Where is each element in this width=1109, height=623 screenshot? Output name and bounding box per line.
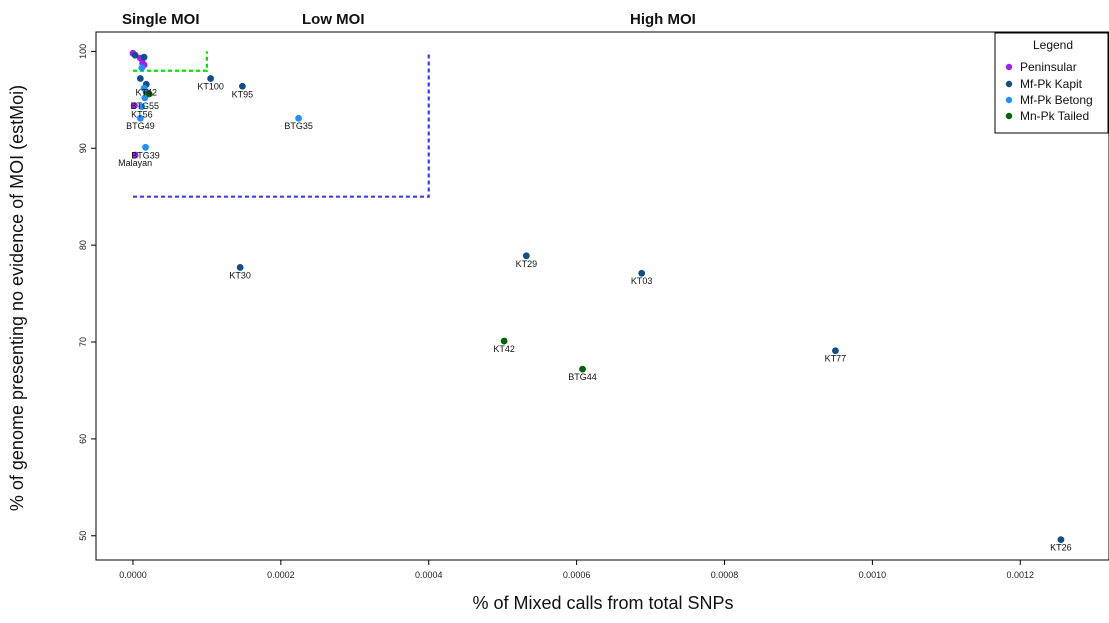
- legend: Legend Peninsular Mf-Pk Kapit Mf-Pk Beto…: [994, 32, 1109, 134]
- legend-title: Legend: [1033, 38, 1073, 52]
- point-label: KT42: [493, 344, 515, 354]
- data-point-mn-pk-tailed: [500, 337, 508, 345]
- point-label: BTG39: [131, 150, 160, 160]
- point-label: KT42: [136, 87, 158, 97]
- legend-label-mf-pk-betong: Mf-Pk Betong: [1020, 93, 1093, 107]
- data-point-mf-pk-betong: [142, 143, 149, 151]
- y-tick-label: 100: [78, 44, 88, 59]
- region-box-low-moi: [132, 51, 430, 198]
- data-point-mf-pk-kapit: [136, 75, 144, 82]
- plot-frame: [95, 31, 1109, 561]
- data-point-mf-pk-kapit: [638, 269, 646, 277]
- data-points: [129, 49, 1065, 544]
- y-tick-label: 70: [78, 337, 88, 347]
- point-label: KT26: [1050, 543, 1072, 553]
- y-tick-label: 60: [78, 434, 88, 444]
- point-label: KT29: [516, 259, 538, 269]
- legend-label-peninsular: Peninsular: [1020, 60, 1077, 74]
- data-point-mf-pk-kapit: [131, 51, 139, 59]
- legend-marker-mn-pk-tailed: [1005, 112, 1013, 120]
- point-label: BTG55: [131, 101, 160, 111]
- data-point-peninsular: [131, 151, 139, 159]
- legend-label-mf-pk-kapit: Mf-Pk Kapit: [1020, 77, 1083, 91]
- y-tick-label: 50: [78, 531, 88, 541]
- data-point-mf-pk-kapit: [522, 252, 530, 260]
- data-point-peninsular: [131, 102, 138, 110]
- y-tick-label: 90: [78, 143, 88, 153]
- moi-region-boxes: [132, 51, 430, 198]
- y-axis-title: % of genome presenting no evidence of MO…: [7, 85, 27, 511]
- x-axis-title: % of Mixed calls from total SNPs: [472, 593, 733, 613]
- data-point-mf-pk-betong: [140, 84, 148, 92]
- legend-marker-mf-pk-betong: [1005, 96, 1013, 104]
- data-point-mf-pk-betong: [295, 114, 302, 122]
- data-point-mf-pk-kapit: [832, 347, 839, 355]
- point-label: Malayan: [118, 158, 152, 168]
- data-point-mf-pk-kapit: [1057, 536, 1065, 544]
- point-label: KT100: [197, 82, 224, 92]
- region-label-high-moi: High MOI: [630, 11, 696, 28]
- x-tick-label: 0.0004: [415, 570, 443, 580]
- legend-box: [994, 32, 1109, 134]
- point-label: KT30: [229, 270, 251, 280]
- data-point-mn-pk-tailed: [145, 90, 153, 98]
- point-label: KT56: [131, 110, 153, 120]
- region-label-single-moi: Single MOI: [122, 11, 200, 28]
- x-tick-label: 0.0012: [1007, 570, 1035, 580]
- x-tick-label: 0.0000: [119, 570, 147, 580]
- data-point-mf-pk-betong: [141, 94, 149, 102]
- legend-label-mn-pk-tailed: Mn-Pk Tailed: [1020, 109, 1089, 123]
- data-point-mf-pk-betong: [138, 103, 146, 110]
- data-point-mf-pk-kapit: [140, 53, 148, 61]
- point-label: BTG49: [126, 121, 155, 131]
- x-tick-label: 0.0010: [859, 570, 887, 580]
- legend-marker-mf-pk-kapit: [1005, 80, 1013, 88]
- data-point-mf-pk-kapit: [239, 82, 246, 90]
- region-label-low-moi: Low MOI: [302, 11, 365, 28]
- data-point-mf-pk-betong: [138, 64, 146, 72]
- x-tick-label: 0.0002: [267, 570, 295, 580]
- point-label: BTG35: [284, 121, 313, 131]
- legend-marker-peninsular: [1005, 63, 1013, 71]
- y-axis: 50 60 70 80 90 100: [78, 44, 96, 541]
- point-label: KT95: [232, 89, 254, 99]
- point-label: KT03: [631, 276, 653, 286]
- x-tick-label: 0.0006: [563, 570, 591, 580]
- y-tick-label: 80: [78, 240, 88, 250]
- point-label: KT77: [825, 354, 847, 364]
- region-box-single-moi: [132, 51, 209, 72]
- data-point-mn-pk-tailed: [579, 365, 586, 373]
- point-label: BTG44: [568, 372, 597, 382]
- data-point-mf-pk-betong: [136, 114, 144, 122]
- data-point-mf-pk-kapit: [207, 75, 215, 82]
- data-point-mf-pk-kapit: [236, 264, 244, 271]
- x-tick-label: 0.0008: [711, 570, 739, 580]
- x-axis: 0.0000 0.0002 0.0004 0.0006 0.0008 0.0010 0.00…: [119, 560, 1034, 580]
- point-labels: Malayan KT42 KT100 KT95 KT30 KT29 KT03 KT77 KT26…: [118, 82, 1072, 553]
